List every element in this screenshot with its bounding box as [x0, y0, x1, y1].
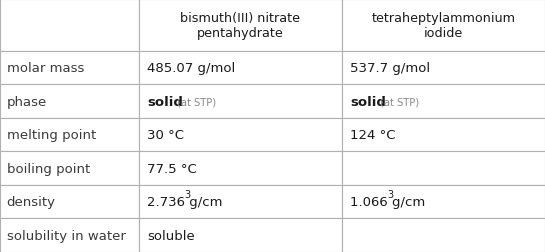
Bar [0, 152, 139, 185]
Bar [0, 85, 139, 118]
Bar [342, 218, 545, 252]
Bar [0, 0, 139, 52]
Text: solid: solid [350, 95, 386, 108]
Bar [139, 52, 342, 85]
Text: 3: 3 [184, 190, 190, 200]
Bar [342, 185, 545, 219]
Bar [0, 185, 139, 219]
Bar [139, 118, 342, 152]
Text: phase: phase [7, 95, 47, 108]
Text: soluble: soluble [147, 229, 195, 242]
Text: solubility in water: solubility in water [7, 229, 125, 242]
Bar [0, 118, 139, 152]
Bar [139, 152, 342, 185]
Bar [342, 152, 545, 185]
Text: density: density [7, 196, 56, 208]
Bar [139, 0, 342, 52]
Bar [139, 85, 342, 118]
Text: solid: solid [147, 95, 183, 108]
Text: 1.066 g/cm: 1.066 g/cm [350, 196, 425, 208]
Bar [139, 218, 342, 252]
Text: 485.07 g/mol: 485.07 g/mol [147, 62, 235, 75]
Bar [342, 52, 545, 85]
Text: 124 °C: 124 °C [350, 129, 395, 142]
Bar [0, 218, 139, 252]
Text: (at STP): (at STP) [177, 97, 216, 107]
Text: 2.736 g/cm: 2.736 g/cm [147, 196, 223, 208]
Bar [0, 52, 139, 85]
Text: 77.5 °C: 77.5 °C [147, 162, 197, 175]
Text: 3: 3 [387, 190, 393, 200]
Bar [139, 185, 342, 219]
Text: 30 °C: 30 °C [147, 129, 184, 142]
Text: melting point: melting point [7, 129, 96, 142]
Text: tetraheptylammonium
iodide: tetraheptylammonium iodide [371, 12, 516, 40]
Bar [342, 85, 545, 118]
Text: 537.7 g/mol: 537.7 g/mol [350, 62, 430, 75]
Text: (at STP): (at STP) [380, 97, 419, 107]
Text: bismuth(III) nitrate
pentahydrate: bismuth(III) nitrate pentahydrate [180, 12, 300, 40]
Bar [342, 118, 545, 152]
Text: boiling point: boiling point [7, 162, 90, 175]
Bar [342, 0, 545, 52]
Text: molar mass: molar mass [7, 62, 84, 75]
